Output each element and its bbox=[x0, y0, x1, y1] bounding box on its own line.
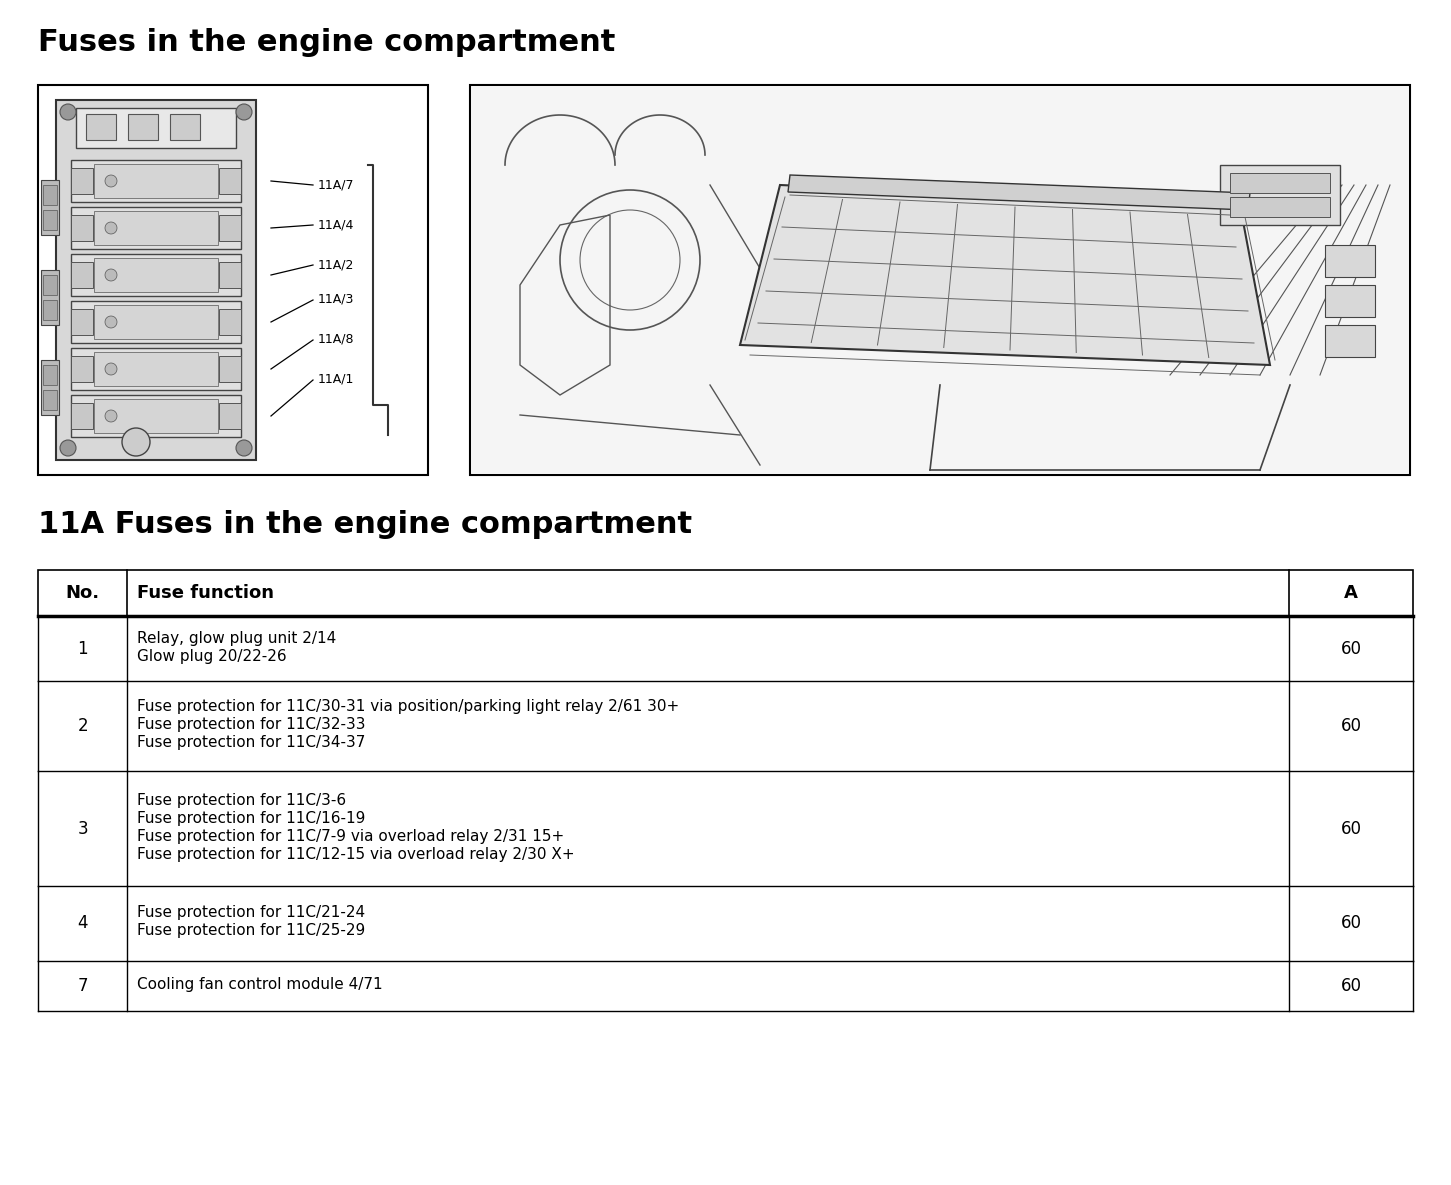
Bar bbox=[44, 185, 57, 205]
Bar bbox=[41, 180, 59, 235]
Text: 11A/1: 11A/1 bbox=[318, 373, 354, 386]
Circle shape bbox=[59, 104, 75, 120]
Bar bbox=[94, 211, 218, 245]
Bar bbox=[38, 961, 1413, 1011]
Bar bbox=[219, 309, 241, 335]
Bar bbox=[38, 85, 428, 475]
Polygon shape bbox=[740, 185, 1270, 365]
Bar bbox=[94, 258, 218, 292]
Text: Fuse protection for 11C/32-33: Fuse protection for 11C/32-33 bbox=[138, 717, 366, 732]
Polygon shape bbox=[788, 175, 1249, 210]
Circle shape bbox=[237, 104, 252, 120]
Text: Glow plug 20/22-26: Glow plug 20/22-26 bbox=[138, 648, 287, 664]
Bar bbox=[38, 886, 1413, 961]
Circle shape bbox=[237, 440, 252, 456]
Text: 1: 1 bbox=[77, 640, 89, 658]
Circle shape bbox=[122, 428, 149, 456]
Text: 60: 60 bbox=[1341, 717, 1361, 735]
Bar bbox=[1325, 286, 1376, 318]
Text: Fuse protection for 11C/12-15 via overload relay 2/30 X+: Fuse protection for 11C/12-15 via overlo… bbox=[138, 846, 575, 861]
Text: 11A Fuses in the engine compartment: 11A Fuses in the engine compartment bbox=[38, 510, 692, 539]
Circle shape bbox=[104, 363, 118, 374]
Text: Fuse protection for 11C/16-19: Fuse protection for 11C/16-19 bbox=[138, 811, 366, 826]
Bar bbox=[128, 114, 158, 140]
Bar bbox=[94, 164, 218, 198]
Bar bbox=[71, 348, 241, 390]
Bar bbox=[38, 771, 1413, 886]
Circle shape bbox=[104, 175, 118, 187]
Bar bbox=[57, 100, 255, 460]
Bar bbox=[219, 168, 241, 194]
Text: 4: 4 bbox=[77, 915, 89, 933]
Text: Fuse protection for 11C/21-24: Fuse protection for 11C/21-24 bbox=[138, 905, 366, 921]
Bar bbox=[71, 262, 93, 288]
Text: Fuse protection for 11C/3-6: Fuse protection for 11C/3-6 bbox=[138, 793, 347, 807]
Bar bbox=[86, 114, 116, 140]
Text: Fuse protection for 11C/30-31 via position/parking light relay 2/61 30+: Fuse protection for 11C/30-31 via positi… bbox=[138, 699, 679, 715]
Text: 60: 60 bbox=[1341, 976, 1361, 995]
Bar bbox=[94, 399, 218, 433]
Bar bbox=[1230, 197, 1331, 217]
Text: 11A/4: 11A/4 bbox=[318, 218, 354, 231]
Text: 60: 60 bbox=[1341, 640, 1361, 658]
Bar bbox=[71, 207, 241, 249]
Bar bbox=[75, 108, 237, 148]
Bar bbox=[44, 300, 57, 320]
Bar bbox=[94, 352, 218, 386]
Bar bbox=[1220, 165, 1341, 225]
Bar bbox=[219, 214, 241, 241]
Bar bbox=[71, 301, 241, 342]
Text: 11A/8: 11A/8 bbox=[318, 333, 354, 346]
Bar bbox=[219, 403, 241, 429]
Bar bbox=[44, 390, 57, 410]
Bar bbox=[71, 403, 93, 429]
Bar bbox=[71, 160, 241, 201]
Circle shape bbox=[104, 222, 118, 233]
Text: No.: No. bbox=[65, 584, 100, 602]
Bar bbox=[71, 168, 93, 194]
Circle shape bbox=[59, 440, 75, 456]
Text: 2: 2 bbox=[77, 717, 89, 735]
Text: A: A bbox=[1344, 584, 1358, 602]
Text: 60: 60 bbox=[1341, 915, 1361, 933]
Bar bbox=[71, 309, 93, 335]
Bar bbox=[38, 570, 1413, 616]
Bar bbox=[38, 681, 1413, 771]
Bar bbox=[71, 356, 93, 382]
Bar bbox=[41, 270, 59, 325]
Circle shape bbox=[104, 316, 118, 328]
Text: Fuse protection for 11C/7-9 via overload relay 2/31 15+: Fuse protection for 11C/7-9 via overload… bbox=[138, 828, 564, 844]
Text: Fuse protection for 11C/25-29: Fuse protection for 11C/25-29 bbox=[138, 923, 366, 939]
Bar bbox=[219, 262, 241, 288]
Text: 11A/7: 11A/7 bbox=[318, 178, 354, 191]
Bar bbox=[71, 254, 241, 296]
Bar bbox=[41, 360, 59, 415]
Bar bbox=[94, 305, 218, 339]
Text: 11A/2: 11A/2 bbox=[318, 258, 354, 271]
Text: 11A/3: 11A/3 bbox=[318, 293, 354, 306]
Bar bbox=[1230, 173, 1331, 193]
Bar bbox=[1325, 325, 1376, 357]
Text: Cooling fan control module 4/71: Cooling fan control module 4/71 bbox=[138, 976, 383, 992]
Text: Relay, glow plug unit 2/14: Relay, glow plug unit 2/14 bbox=[138, 630, 337, 646]
Bar bbox=[470, 85, 1410, 475]
Bar bbox=[71, 395, 241, 437]
Text: Fuses in the engine compartment: Fuses in the engine compartment bbox=[38, 28, 615, 57]
Bar bbox=[44, 210, 57, 230]
Circle shape bbox=[104, 269, 118, 281]
Bar bbox=[219, 356, 241, 382]
Text: 3: 3 bbox=[77, 820, 89, 838]
Bar bbox=[472, 87, 1407, 473]
Bar bbox=[44, 275, 57, 295]
Bar bbox=[44, 365, 57, 385]
Text: 7: 7 bbox=[77, 976, 89, 995]
Circle shape bbox=[104, 410, 118, 422]
Bar bbox=[71, 214, 93, 241]
Text: Fuse protection for 11C/34-37: Fuse protection for 11C/34-37 bbox=[138, 735, 366, 750]
Text: 60: 60 bbox=[1341, 820, 1361, 838]
Bar bbox=[170, 114, 200, 140]
Bar bbox=[38, 616, 1413, 681]
Text: Fuse function: Fuse function bbox=[138, 584, 274, 602]
Bar bbox=[1325, 245, 1376, 277]
